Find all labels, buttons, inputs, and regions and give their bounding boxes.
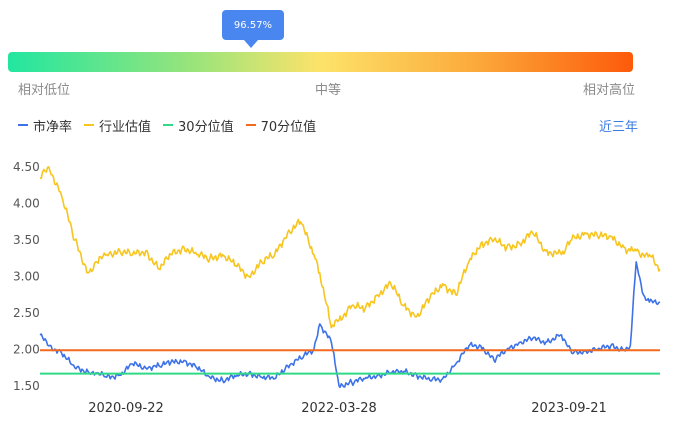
y-tick-label: 3.50 (13, 233, 40, 247)
x-tick-label: 2023-09-21 (531, 401, 607, 416)
y-tick-label: 3.00 (13, 270, 40, 284)
percentile-value-bubble: 96.57% (222, 10, 284, 40)
legend-label-p70: 70分位值 (260, 119, 317, 135)
legend-swatch-pb (18, 124, 28, 126)
x-axis-ticks: 2020-09-22 2022-03-28 2023-09-21 (88, 401, 607, 416)
legend-label-p30: 30分位值 (178, 119, 234, 135)
legend-swatch-p70 (245, 124, 256, 126)
legend-item-p30[interactable]: 30分位值 (163, 116, 234, 135)
percentile-indicator: 96.57% 相对低位 中等 相对高位 (0, 0, 686, 100)
y-tick-label: 2.50 (13, 306, 40, 320)
y-tick-label: 2.00 (13, 343, 40, 357)
legend-item-pb[interactable]: 市净率 (18, 116, 72, 135)
series-line-1 (39, 166, 661, 329)
scale-label-high: 相对高位 (583, 83, 636, 98)
legend-swatch-industry (84, 124, 95, 126)
scale-label-low: 相对低位 (18, 83, 71, 98)
chart-lines (39, 166, 661, 389)
legend-label-pb: 市净率 (33, 119, 73, 135)
x-tick-label: 2020-09-22 (88, 401, 164, 416)
y-axis-ticks: 1.50 2.00 2.50 3.00 3.50 4.00 4.50 (13, 160, 40, 393)
legend-item-p70[interactable]: 70分位值 (245, 116, 317, 135)
x-tick-label: 2022-03-28 (301, 401, 377, 416)
legend-swatch-p30 (163, 124, 174, 126)
legend-item-industry[interactable]: 行业估值 (84, 116, 151, 135)
pb-valuation-chart: 2020-09-22 2022-03-28 2023-09-21 1.50 2.00 2… (13, 160, 661, 416)
percentile-gradient-bar (8, 52, 633, 72)
legend-label-industry: 行业估值 (99, 119, 152, 135)
scale-label-mid: 中等 (315, 83, 342, 98)
y-tick-label: 1.50 (13, 379, 40, 393)
chart-legend: 市净率 行业估值 30分位值 70分位值 (18, 116, 317, 135)
percentile-pointer (244, 40, 258, 48)
range-selector-button[interactable]: 近三年 (599, 120, 639, 135)
y-tick-label: 4.50 (13, 160, 40, 174)
series-line-0 (39, 261, 661, 389)
y-tick-label: 4.00 (13, 197, 40, 211)
